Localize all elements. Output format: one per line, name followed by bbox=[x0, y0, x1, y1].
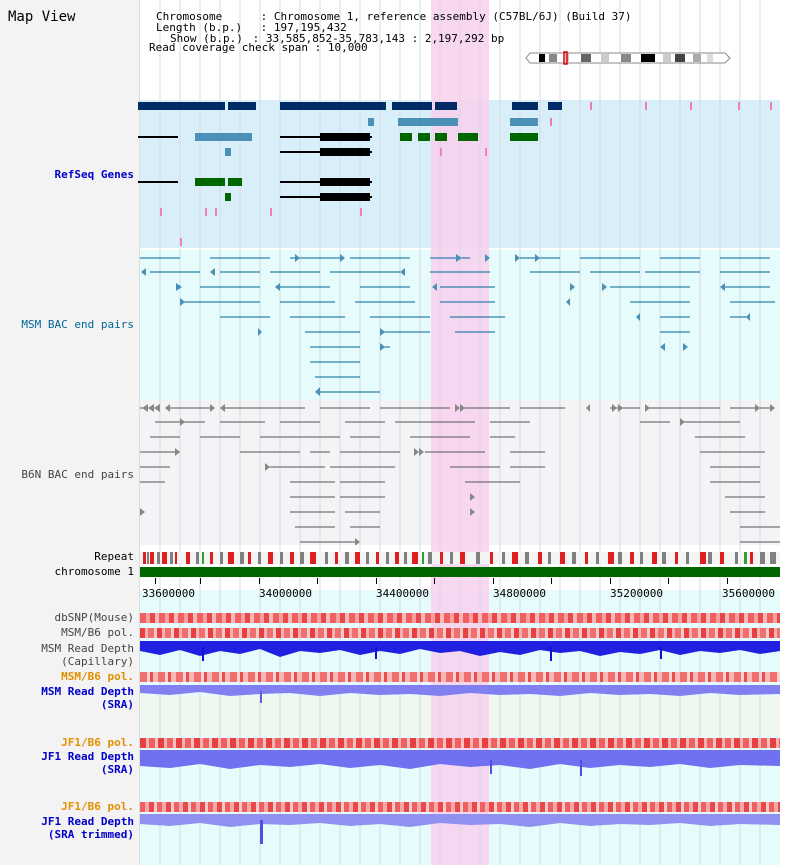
msm-b6-pol-track[interactable] bbox=[140, 628, 780, 638]
jf1-depth-sra-label[interactable]: JF1 Read Depth bbox=[41, 750, 134, 763]
chromosome-bar[interactable] bbox=[140, 567, 780, 577]
chromosome-value: Chromosome 1, reference assembly (C57BL/… bbox=[273, 10, 632, 23]
b6n-bac-pairs-graphic[interactable] bbox=[140, 400, 780, 545]
msm-b6-pol-2-track[interactable] bbox=[140, 672, 780, 682]
msm-b6-pol-track-label[interactable]: MSM/B6 pol. bbox=[61, 626, 134, 639]
ruler-label-4: 34800000 bbox=[493, 587, 546, 600]
ruler-label-5: 35200000 bbox=[610, 587, 663, 600]
length-value: 197,195,432 bbox=[273, 21, 347, 34]
page-title: Map View bbox=[8, 9, 76, 25]
refseq-genes-graphic[interactable] bbox=[130, 100, 780, 250]
jf1-b6-pol-track-label[interactable]: JF1/B6 pol. bbox=[61, 736, 134, 749]
coverage-row: Read coverage check span : 10,000 bbox=[149, 41, 368, 54]
jf1-b6-pol-2-track[interactable] bbox=[140, 802, 780, 812]
msm-depth-sra-label[interactable]: MSM Read Depth bbox=[41, 685, 134, 698]
show-value: 33,585,852-35,783,143 : 2,197,292 bp bbox=[265, 32, 505, 45]
msm-b6-pol-2-track-label[interactable]: MSM/B6 pol. bbox=[61, 670, 134, 683]
ruler-label-1: 33600000 bbox=[142, 587, 195, 600]
length-row: Length (b.p.) : 197,195,432 bbox=[148, 22, 347, 33]
ruler-label-2: 34000000 bbox=[259, 587, 312, 600]
label-panel bbox=[0, 0, 140, 865]
length-key: Length (b.p.) bbox=[156, 21, 243, 34]
chromosome-ideogram[interactable] bbox=[525, 51, 735, 65]
ruler[interactable]: 33600000 34000000 34400000 34800000 3520… bbox=[140, 578, 780, 604]
msm-depth-capillary-label[interactable]: MSM Read Depth bbox=[41, 642, 134, 655]
jf1-b6-pol-track[interactable] bbox=[140, 738, 780, 748]
chromosome-key: Chromosome bbox=[156, 10, 223, 23]
msm-bac-track-label[interactable]: MSM BAC end pairs bbox=[21, 318, 134, 331]
show-row: Show (b.p.) : 33,585,852-35,783,143 : 2,… bbox=[148, 33, 504, 44]
msm-depth-capillary-track[interactable] bbox=[140, 641, 780, 663]
jf1-depth-sra-track[interactable] bbox=[140, 750, 780, 778]
repeat-track[interactable] bbox=[140, 552, 780, 564]
msm-bac-pairs-graphic[interactable] bbox=[140, 250, 780, 400]
jf1-depth-trimmed-track[interactable] bbox=[140, 814, 780, 846]
coverage-key: Read coverage check span bbox=[149, 41, 308, 54]
jf1-depth-sra-sub: (SRA) bbox=[100, 763, 134, 776]
show-key: Show (b.p.) bbox=[170, 32, 243, 45]
msm-depth-capillary-sub: (Capillary) bbox=[61, 655, 134, 668]
repeat-track-label[interactable]: Repeat bbox=[94, 550, 134, 563]
msm-depth-sra-sub: (SRA) bbox=[100, 698, 134, 711]
ruler-label-3: 34400000 bbox=[376, 587, 429, 600]
msm-depth-sra-track[interactable] bbox=[140, 685, 780, 705]
dbsnp-track[interactable] bbox=[140, 613, 780, 623]
jf1-b6-pol-2-track-label[interactable]: JF1/B6 pol. bbox=[61, 800, 134, 813]
chromosome-row: Chromosome : Chromosome 1, reference ass… bbox=[148, 11, 632, 22]
jf1-depth-trimmed-label[interactable]: JF1 Read Depth bbox=[41, 815, 134, 828]
coverage-value: 10,000 bbox=[327, 41, 368, 54]
refseq-track-label[interactable]: RefSeq Genes bbox=[54, 168, 134, 181]
chromosome-track-label[interactable]: chromosome 1 bbox=[54, 565, 134, 578]
b6n-bac-track-label[interactable]: B6N BAC end pairs bbox=[21, 468, 134, 481]
ruler-label-6: 35600000 bbox=[722, 587, 775, 600]
dbsnp-track-label[interactable]: dbSNP(Mouse) bbox=[54, 611, 134, 624]
jf1-depth-trimmed-sub: (SRA trimmed) bbox=[47, 828, 134, 841]
